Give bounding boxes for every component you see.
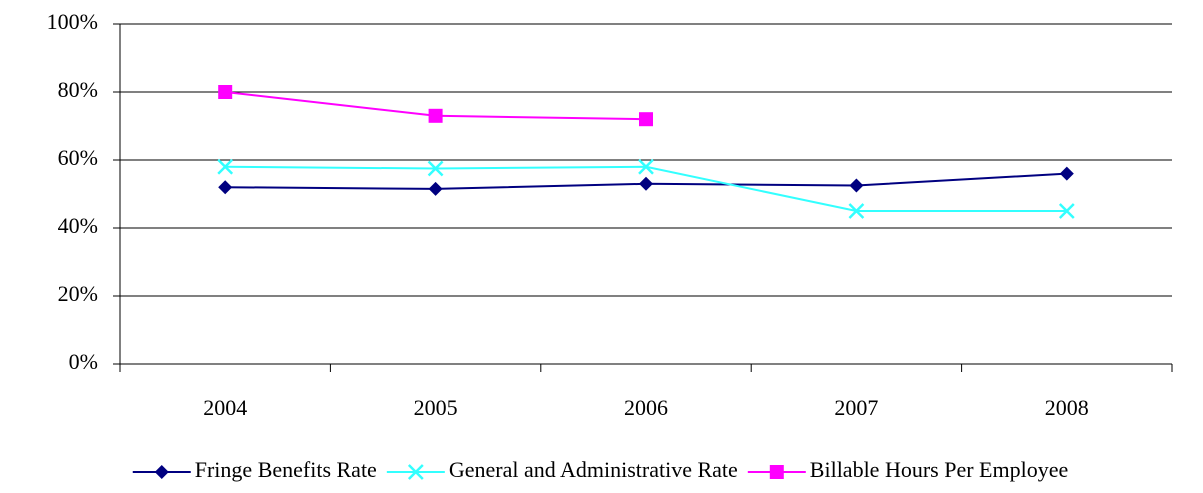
data-point — [218, 85, 233, 99]
data-point — [1058, 203, 1075, 219]
y-tick-label: 40% — [58, 213, 98, 238]
data-point — [427, 160, 444, 177]
y-tick-label: 60% — [58, 145, 98, 170]
y-tick-label: 100% — [47, 9, 98, 34]
data-point — [639, 176, 653, 191]
y-tick-label: 80% — [58, 77, 98, 102]
data-point — [218, 180, 233, 195]
legend-label: Fringe Benefits Rate — [195, 457, 377, 482]
legend-marker — [407, 464, 424, 480]
data-point — [1059, 166, 1074, 181]
legend-label: Billable Hours Per Employee — [810, 457, 1068, 482]
legend-marker — [769, 465, 784, 479]
data-point — [428, 108, 443, 123]
data-point — [217, 158, 234, 175]
legend-marker — [154, 465, 169, 479]
legend-label: General and Administrative Rate — [449, 457, 738, 482]
data-point — [849, 178, 864, 193]
data-point — [639, 112, 653, 127]
legend: Fringe Benefits Rate General and Administ… — [132, 457, 1068, 482]
x-tick-label: 2007 — [834, 395, 878, 420]
x-tick-label: 2008 — [1045, 395, 1089, 420]
y-tick-label: 0% — [69, 349, 98, 374]
x-tick-label: 2004 — [203, 395, 247, 420]
data-point — [638, 158, 654, 175]
data-point — [428, 181, 443, 196]
y-tick-label: 20% — [58, 281, 98, 306]
x-tick-label: 2006 — [624, 395, 668, 420]
data-point — [848, 203, 865, 219]
x-tick-label: 2005 — [414, 395, 458, 420]
